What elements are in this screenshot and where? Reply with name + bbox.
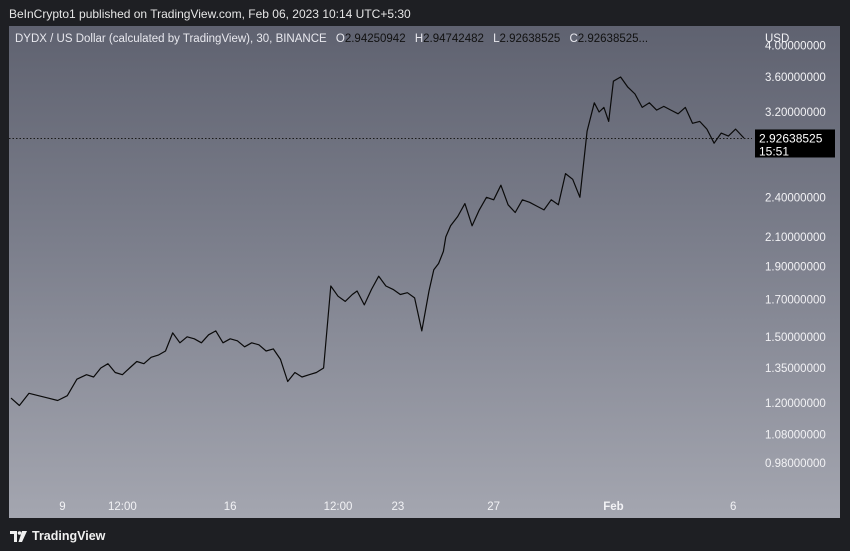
open-value: 2.94250942 xyxy=(344,33,406,45)
time-tick-label: Feb xyxy=(603,501,623,513)
time-tick-label: 16 xyxy=(224,501,237,513)
time-tick-label: 6 xyxy=(730,501,736,513)
tradingview-logo-icon xyxy=(10,530,27,542)
price-tick-label: 2.40000000 xyxy=(765,192,826,204)
footer-bar: TradingView xyxy=(0,520,850,551)
symbol-legend: DYDX / US Dollar (calculated by TradingV… xyxy=(15,33,648,45)
time-tick-label: 12:00 xyxy=(108,501,137,513)
price-tick-label: 1.20000000 xyxy=(765,398,826,410)
price-tick-label: 3.20000000 xyxy=(765,107,826,119)
time-tick-label: 23 xyxy=(391,501,404,513)
price-chart[interactable]: 4.00000000 3.60000000 3.20000000 2.40000000… xyxy=(9,26,840,518)
price-tick-label: 3.60000000 xyxy=(765,72,826,84)
close-label: C xyxy=(569,33,578,45)
high-label: H xyxy=(414,33,424,45)
published-info: BeInCrypto1 published on TradingView.com… xyxy=(9,7,411,21)
time-tick-label: 27 xyxy=(487,501,500,513)
publish-header: BeInCrypto1 published on TradingView.com… xyxy=(0,0,850,26)
high-value: 2.94742482 xyxy=(423,33,484,45)
price-tick-label: 1.90000000 xyxy=(765,262,826,274)
low-label: L xyxy=(493,33,500,45)
price-tick-label: 1.08000000 xyxy=(765,429,826,441)
price-tick-label: 0.98000000 xyxy=(765,458,826,470)
chart-panel[interactable]: 4.00000000 3.60000000 3.20000000 2.40000000… xyxy=(9,26,840,518)
tradingview-brand: TradingView xyxy=(32,529,106,543)
last-price-badge: 2.92638525 15:51 xyxy=(755,129,835,158)
time-axis: 9 12:00 16 12:00 23 27 Feb 6 xyxy=(59,501,736,513)
close-value: 2.92638525... xyxy=(577,33,649,45)
price-axis: 4.00000000 3.60000000 3.20000000 2.40000000… xyxy=(765,41,826,470)
currency-label: USD xyxy=(765,33,789,45)
time-tick-label: 9 xyxy=(59,501,65,513)
price-tick-label: 2.10000000 xyxy=(765,232,826,244)
price-tick-label: 1.35000000 xyxy=(765,363,826,375)
price-series-line xyxy=(10,76,745,407)
symbol-name: DYDX / US Dollar (calculated by TradingV… xyxy=(15,33,327,45)
price-tick-label: 1.70000000 xyxy=(765,295,826,307)
low-value: 2.92638525 xyxy=(499,33,561,45)
price-tick-label: 1.50000000 xyxy=(765,332,826,344)
price-tick-label: 4.00000000 xyxy=(765,41,826,53)
last-price-value: 2.92638525 xyxy=(759,131,823,145)
tradingview-logo[interactable]: TradingView xyxy=(10,529,105,543)
countdown-timer: 15:51 xyxy=(759,144,789,158)
time-tick-label: 12:00 xyxy=(324,501,353,513)
open-label: O xyxy=(335,33,345,45)
